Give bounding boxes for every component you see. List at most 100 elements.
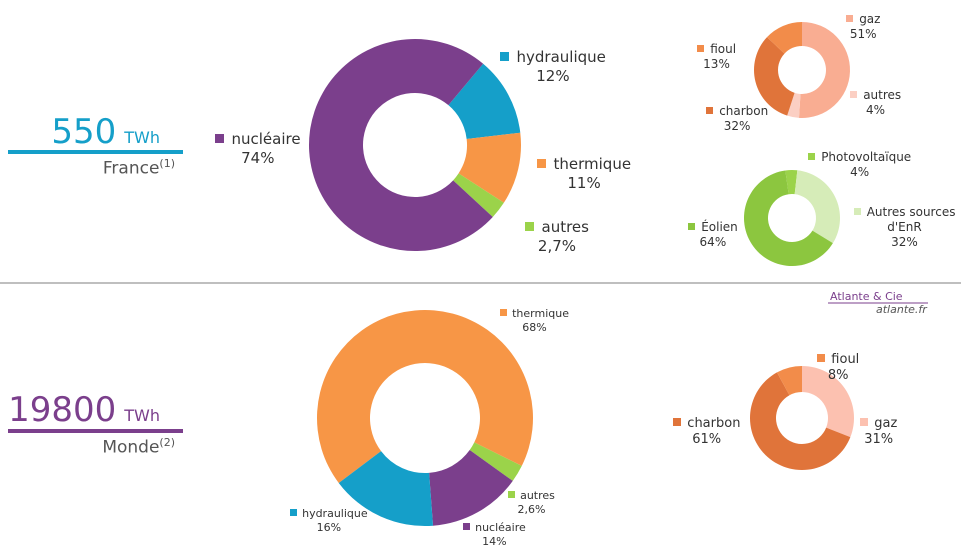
legend-swatch — [817, 353, 825, 362]
slice-label: autres 4% — [850, 88, 901, 118]
value-label: 4% — [850, 165, 870, 179]
legend-swatch — [853, 207, 861, 215]
value-label: 11% — [567, 173, 601, 192]
total-value: 19800 — [8, 390, 117, 430]
value-label: 32% — [723, 119, 751, 133]
total: 550 TWh — [0, 112, 160, 152]
category-name: charbon — [719, 104, 769, 118]
value-label: 68% — [522, 320, 547, 334]
label-row: autres — [525, 218, 589, 237]
donut-slice — [309, 38, 493, 251]
region-name: France — [102, 158, 160, 179]
unit: TWh — [124, 406, 160, 425]
value-label: 51% — [849, 27, 877, 41]
category-name: hydraulique — [516, 48, 606, 66]
label-row: gaz — [846, 12, 880, 27]
donut-slice — [429, 450, 513, 526]
value-label: 16% — [316, 520, 342, 534]
label-row: fioul — [817, 352, 859, 368]
slice-label: Autres sources d'EnR 32% — [852, 205, 957, 250]
category-name: fioul — [710, 42, 737, 56]
total-value: 550 — [51, 112, 117, 152]
donut-slice — [469, 442, 522, 481]
legend-swatch — [808, 152, 816, 160]
donut-slice — [453, 173, 504, 218]
region-name: Monde — [102, 437, 160, 458]
donut-slice — [754, 37, 795, 116]
label-row: fioul — [697, 42, 736, 57]
donut-slice — [802, 366, 854, 438]
value-label: 2,7% — [537, 236, 577, 255]
legend-swatch — [846, 14, 854, 22]
value-label: 61% — [692, 432, 722, 448]
label-row: hydraulique — [500, 48, 606, 67]
donut-slice — [794, 170, 840, 244]
slice-label: thermique 68% — [500, 307, 569, 335]
legend-swatch — [290, 509, 297, 516]
category-name: nucléaire — [231, 130, 301, 148]
label-row: nucléaire — [463, 521, 526, 535]
value-label: 12% — [536, 66, 570, 85]
label-row: charbon — [673, 416, 740, 432]
legend-swatch — [500, 309, 507, 316]
slice-label: charbon 32% — [706, 104, 768, 134]
category-name: Éolien — [701, 220, 738, 234]
donut-slice — [458, 132, 521, 203]
label-row: autres — [508, 489, 555, 503]
category-name: hydraulique — [302, 507, 368, 520]
total: 19800 TWh — [0, 390, 160, 430]
donut-slice — [767, 22, 802, 54]
category-name: autres — [863, 88, 902, 102]
category-name: thermique — [512, 307, 569, 320]
slice-label: charbon 61% — [673, 416, 740, 449]
credit-name: Atlante & Cie — [830, 290, 903, 303]
region: Monde(2) — [0, 436, 175, 458]
legend-swatch — [508, 491, 515, 498]
category-name: gaz — [874, 416, 898, 431]
legend-swatch — [525, 221, 534, 231]
slice-label: nucléaire 14% — [463, 521, 526, 549]
donut-slice — [798, 22, 851, 118]
note: (1) — [159, 157, 175, 170]
category-name: Autres sources d'EnR — [866, 205, 956, 234]
label-row: autres — [850, 88, 901, 103]
value-label: 13% — [703, 57, 730, 71]
legend-swatch — [463, 523, 470, 530]
legend-swatch — [673, 417, 681, 426]
category-name: nucléaire — [475, 521, 526, 534]
category-name: autres — [520, 489, 555, 502]
legend-swatch — [697, 44, 705, 52]
category-name: fioul — [831, 352, 860, 367]
slice-label: fioul 13% — [697, 42, 736, 72]
slice-label: nucléaire 74% — [215, 130, 301, 168]
category-name: gaz — [859, 12, 881, 26]
category-name: Photovoltaïque — [821, 150, 912, 164]
label-row: Éolien — [688, 220, 738, 235]
category-name: autres — [541, 218, 589, 236]
slice-label: hydraulique 16% — [290, 507, 368, 535]
donut-slice — [448, 63, 521, 139]
region: France(1) — [0, 157, 175, 179]
donut-slice — [776, 366, 802, 396]
label-row: thermique — [537, 155, 631, 174]
unit: TWh — [124, 128, 160, 147]
legend-swatch — [688, 222, 696, 230]
value-label: 14% — [482, 534, 507, 548]
credit-site: atlante.fr — [876, 303, 927, 316]
label-row: gaz — [860, 416, 897, 432]
slice-label: thermique 11% — [537, 155, 631, 193]
category-name: thermique — [553, 155, 632, 173]
legend-swatch — [850, 90, 858, 98]
legend-swatch — [706, 106, 714, 114]
value-label: 31% — [864, 432, 894, 448]
note: (2) — [159, 436, 175, 449]
donut-slice — [338, 451, 434, 526]
donut-slice — [750, 372, 851, 471]
slice-label: autres 2,7% — [525, 218, 589, 256]
donut-slice — [787, 92, 801, 118]
label-row: hydraulique — [290, 507, 368, 521]
label-row: thermique — [500, 307, 569, 321]
slice-label: Éolien 64% — [688, 220, 738, 250]
